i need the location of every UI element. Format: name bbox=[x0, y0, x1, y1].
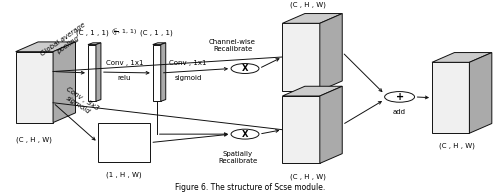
Polygon shape bbox=[470, 53, 492, 133]
Polygon shape bbox=[88, 43, 101, 45]
Text: (C , H , W): (C , H , W) bbox=[290, 2, 326, 8]
Polygon shape bbox=[16, 52, 53, 123]
Polygon shape bbox=[153, 45, 160, 101]
Text: (C , 1 , 1): (C , 1 , 1) bbox=[140, 29, 173, 36]
Text: +: + bbox=[396, 92, 404, 102]
Polygon shape bbox=[53, 42, 76, 123]
Text: (C , H , W): (C , H , W) bbox=[16, 137, 52, 143]
Polygon shape bbox=[320, 86, 342, 163]
Circle shape bbox=[231, 129, 259, 139]
Text: Channel-wise
Recalibrate: Channel-wise Recalibrate bbox=[209, 39, 256, 52]
Text: Conv , 1x1: Conv , 1x1 bbox=[106, 60, 143, 66]
Text: $(\frac{C}{2}$, 1, 1): $(\frac{C}{2}$, 1, 1) bbox=[112, 26, 138, 38]
Text: X: X bbox=[242, 64, 248, 73]
Text: (C , H , W): (C , H , W) bbox=[290, 173, 326, 180]
Polygon shape bbox=[432, 62, 470, 133]
Text: add: add bbox=[393, 109, 406, 115]
Polygon shape bbox=[432, 53, 492, 62]
Circle shape bbox=[231, 64, 259, 74]
Polygon shape bbox=[153, 43, 166, 45]
Polygon shape bbox=[98, 123, 150, 162]
Text: sigmoid: sigmoid bbox=[174, 75, 202, 81]
Polygon shape bbox=[282, 86, 342, 96]
Polygon shape bbox=[282, 23, 320, 91]
Text: X: X bbox=[242, 130, 248, 139]
Text: (C , 1 , 1): (C , 1 , 1) bbox=[76, 29, 108, 36]
Polygon shape bbox=[88, 45, 96, 101]
Polygon shape bbox=[282, 96, 320, 163]
Text: Spatially
Recalibrate: Spatially Recalibrate bbox=[218, 151, 257, 164]
Text: Conv , 1x1: Conv , 1x1 bbox=[170, 60, 207, 66]
Text: Figure 6. The structure of Scse module.: Figure 6. The structure of Scse module. bbox=[175, 183, 325, 192]
Text: (C , H , W): (C , H , W) bbox=[440, 143, 476, 150]
Text: Conv , 3x3
sigmoid: Conv , 3x3 sigmoid bbox=[61, 86, 100, 117]
Polygon shape bbox=[282, 14, 342, 23]
Circle shape bbox=[384, 92, 414, 102]
Text: (1 , H , W): (1 , H , W) bbox=[106, 171, 142, 178]
Polygon shape bbox=[96, 43, 101, 101]
Text: Global average
pooling: Global average pooling bbox=[40, 21, 91, 62]
Polygon shape bbox=[16, 42, 76, 52]
Text: relu: relu bbox=[118, 75, 131, 81]
Polygon shape bbox=[160, 43, 166, 101]
Polygon shape bbox=[320, 14, 342, 91]
